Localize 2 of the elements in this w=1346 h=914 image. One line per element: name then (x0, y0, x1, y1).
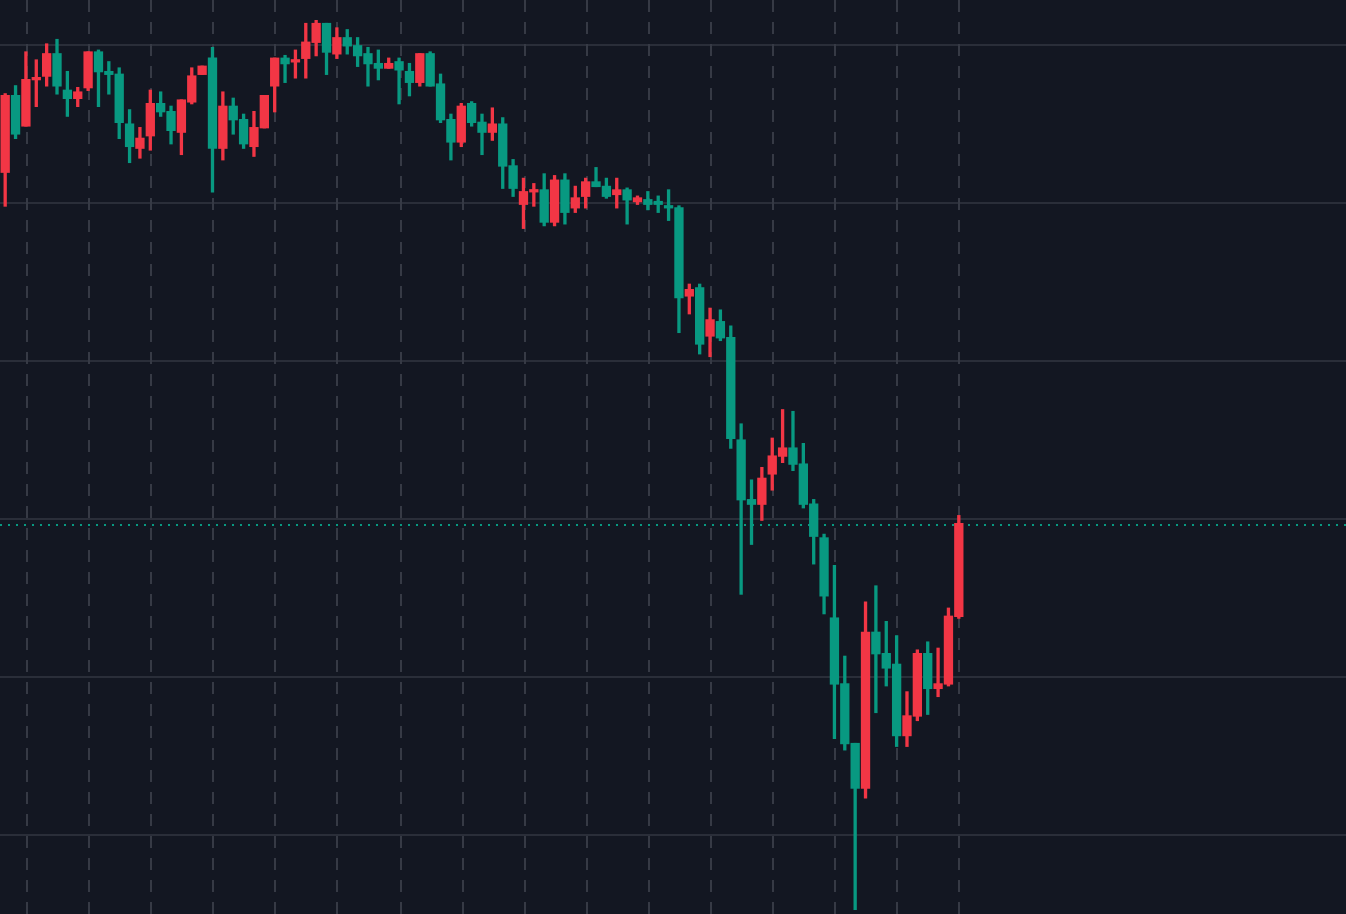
candlestick (280, 54, 290, 83)
candlestick (394, 57, 404, 105)
